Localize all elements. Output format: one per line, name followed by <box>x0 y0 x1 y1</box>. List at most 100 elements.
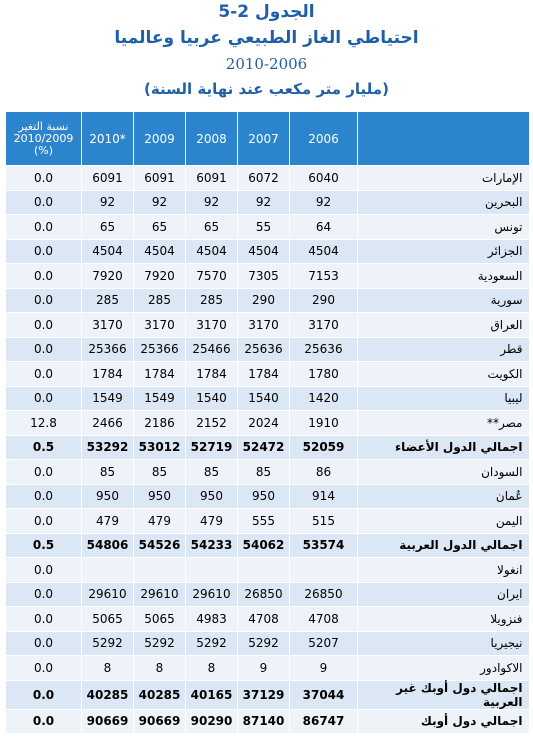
row-value-cell-v2009: 5292 <box>133 631 186 656</box>
row-value-cell-v2007 <box>237 557 290 583</box>
row-value-cell-v2010: 2466 <box>81 410 134 436</box>
row-value-cell-pct: 0.0 <box>5 165 82 191</box>
row-value-cell-v2008 <box>185 557 238 583</box>
row-country-cell: الاكوادور <box>357 655 529 681</box>
row-value-cell-pct: 0.0 <box>5 709 82 734</box>
row-value-cell-pct: 0.0 <box>5 459 82 485</box>
row-value-cell-v2006 <box>289 557 358 583</box>
row-value-cell-v2009: 2186 <box>133 410 186 436</box>
year-range: 2010-2006 <box>225 55 308 73</box>
row-value-cell-v2009: 3170 <box>133 312 186 338</box>
row-value-cell-v2007: 950 <box>237 484 290 509</box>
table-row: 0.0 479 479 479 555 515 اليمن <box>5 508 529 534</box>
row-value-cell-v2006: 1910 <box>289 410 358 436</box>
row-value-cell-v2010: 479 <box>81 508 134 534</box>
row-value-cell-v2010: 25366 <box>81 337 134 362</box>
row-value-cell-v2010: 1784 <box>81 361 134 387</box>
row-value-cell-v2007: 6072 <box>237 165 290 191</box>
row-value-cell-v2006: 86 <box>289 459 358 485</box>
row-value-cell-v2006: 26850 <box>289 582 358 607</box>
table-body: 0.0 6091 6091 6091 6072 6040 الإمارات 0.0 92 92 92… <box>5 165 529 734</box>
row-value-cell-pct: 0.0 <box>5 484 82 509</box>
row-value-cell-v2010: 40285 <box>81 680 134 710</box>
row-value-cell-v2008: 285 <box>185 288 238 313</box>
row-value-cell-v2006: 4504 <box>289 239 358 264</box>
row-value-cell-v2007: 25636 <box>237 337 290 362</box>
row-value-cell-v2009: 285 <box>133 288 186 313</box>
row-value-cell-v2008: 4504 <box>185 239 238 264</box>
row-value-cell-pct: 0.0 <box>5 263 82 289</box>
row-value-cell-v2010: 65 <box>81 214 134 240</box>
row-value-cell-v2008: 65 <box>185 214 238 240</box>
row-value-cell-pct: 0.0 <box>5 190 82 215</box>
row-value-cell-pct: 0.0 <box>5 606 82 632</box>
row-value-cell-v2010: 5292 <box>81 631 134 656</box>
row-value-cell-v2007: 290 <box>237 288 290 313</box>
row-value-cell-v2010 <box>81 557 134 583</box>
row-value-cell-v2010: 6091 <box>81 165 134 191</box>
row-value-cell-v2007: 54062 <box>237 533 290 558</box>
table-row: 12.8 2466 2186 2152 2024 1910 مصر** <box>5 410 529 436</box>
row-value-cell-pct: 12.8 <box>5 410 82 436</box>
row-value-cell-v2006: 6040 <box>289 165 358 191</box>
row-country-cell: ليبيا <box>357 386 529 411</box>
row-value-cell-v2008: 5292 <box>185 631 238 656</box>
row-value-cell-v2008: 40165 <box>185 680 238 710</box>
row-country-cell: انغولا <box>357 557 529 583</box>
row-value-cell-v2007: 37129 <box>237 680 290 710</box>
row-value-cell-v2006: 515 <box>289 508 358 534</box>
row-country-cell: العراق <box>357 312 529 338</box>
row-value-cell-pct: 0.0 <box>5 557 82 583</box>
row-value-cell-v2007: 55 <box>237 214 290 240</box>
row-country-cell: ايران <box>357 582 529 607</box>
row-value-cell-pct: 0.0 <box>5 361 82 387</box>
row-value-cell-v2010: 85 <box>81 459 134 485</box>
row-value-cell-v2007: 92 <box>237 190 290 215</box>
header-2010: 2010* <box>81 112 134 166</box>
row-value-cell-v2010: 1549 <box>81 386 134 411</box>
row-country-cell: اليمن <box>357 508 529 534</box>
row-country-cell: عُمان <box>357 484 529 509</box>
header-2007: 2007 <box>237 112 290 166</box>
row-value-cell-v2007: 4504 <box>237 239 290 264</box>
row-country-cell: اجمالي الدول الأعضاء <box>357 435 529 460</box>
row-value-cell-v2009: 1549 <box>133 386 186 411</box>
row-value-cell-v2006: 3170 <box>289 312 358 338</box>
table-number: الجدول 2-5 <box>218 2 315 22</box>
row-value-cell-v2006: 1780 <box>289 361 358 387</box>
row-value-cell-v2008: 7570 <box>185 263 238 289</box>
row-value-cell-v2009: 54526 <box>133 533 186 558</box>
row-value-cell-v2006: 1420 <box>289 386 358 411</box>
table-title-block: الجدول 2-5 احتياطي الغاز الطبيعي عربيا و… <box>0 0 533 112</box>
row-value-cell-v2006: 64 <box>289 214 358 240</box>
row-value-cell-v2009: 479 <box>133 508 186 534</box>
row-value-cell-v2006: 52059 <box>289 435 358 460</box>
row-value-cell-v2008: 4983 <box>185 606 238 632</box>
table-row: 0.5 54806 54526 54233 54062 53574 اجمالي الدول… <box>5 533 529 558</box>
table-row: 0.0 5065 5065 4983 4708 4708 فنزويلا <box>5 606 529 632</box>
row-value-cell-pct: 0.0 <box>5 582 82 607</box>
table-row: 0.5 53292 53012 52719 52472 52059 اجمالي الدول… <box>5 435 529 460</box>
row-value-cell-v2007: 555 <box>237 508 290 534</box>
row-value-cell-pct: 0.0 <box>5 631 82 656</box>
row-country-cell: تونس <box>357 214 529 240</box>
row-value-cell-v2006: 92 <box>289 190 358 215</box>
row-value-cell-v2007: 26850 <box>237 582 290 607</box>
row-value-cell-v2010: 285 <box>81 288 134 313</box>
row-value-cell-v2010: 53292 <box>81 435 134 460</box>
row-value-cell-v2010: 29610 <box>81 582 134 607</box>
row-country-cell: اجمالي الدول العربية <box>357 533 529 558</box>
row-country-cell: فنزويلا <box>357 606 529 632</box>
row-value-cell-v2007: 1540 <box>237 386 290 411</box>
row-value-cell-v2008: 1540 <box>185 386 238 411</box>
row-value-cell-pct: 0.0 <box>5 239 82 264</box>
row-value-cell-v2008: 1784 <box>185 361 238 387</box>
row-value-cell-v2007: 52472 <box>237 435 290 460</box>
row-value-cell-v2008: 25466 <box>185 337 238 362</box>
row-value-cell-v2008: 479 <box>185 508 238 534</box>
row-value-cell-v2009: 6091 <box>133 165 186 191</box>
row-value-cell-v2006: 5207 <box>289 631 358 656</box>
row-value-cell-v2007: 1784 <box>237 361 290 387</box>
row-value-cell-v2010: 90669 <box>81 709 134 734</box>
table-row: 0.0 3170 3170 3170 3170 3170 العراق <box>5 312 529 338</box>
